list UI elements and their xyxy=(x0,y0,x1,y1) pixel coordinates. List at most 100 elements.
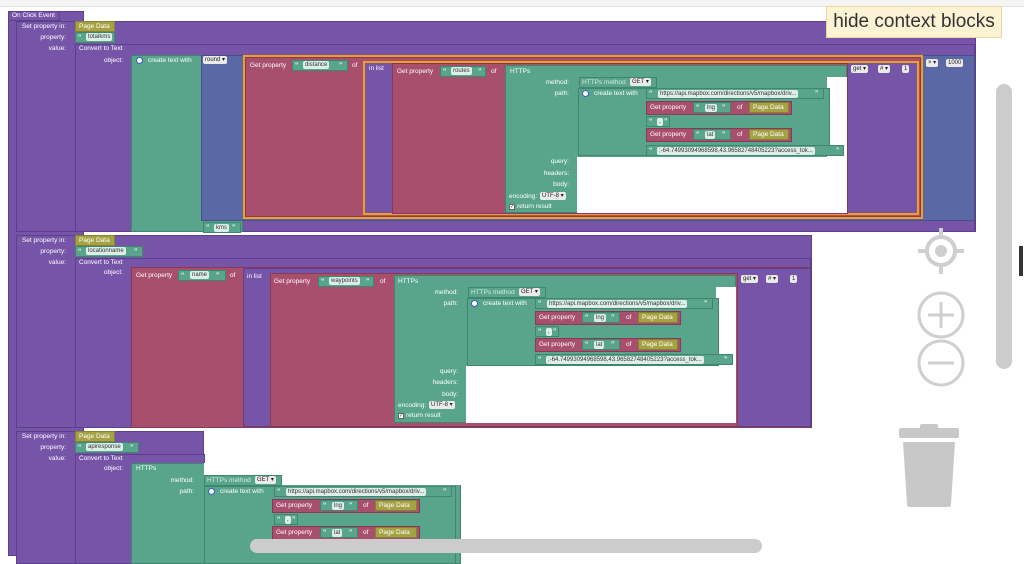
get-dropdown[interactable]: get ▾ xyxy=(741,275,759,283)
gear-icon[interactable] xyxy=(471,300,478,307)
math-operator-dropdown[interactable]: × ▾ xyxy=(926,59,939,67)
gear-icon[interactable] xyxy=(136,57,143,64)
get-dropdown[interactable]: get ▾ xyxy=(851,65,869,73)
query-label: query: xyxy=(439,368,458,375)
page-data-block[interactable] xyxy=(75,21,115,32)
https-block-body xyxy=(466,366,736,423)
method-dropdown[interactable]: GET ▾ xyxy=(630,78,651,86)
of-label: of xyxy=(352,62,358,69)
lng-field[interactable]: lng xyxy=(705,104,718,112)
index-field[interactable]: 1 xyxy=(790,275,798,283)
of-label: of xyxy=(626,314,632,321)
checkbox-icon[interactable]: ✓ xyxy=(509,204,515,210)
encoding-dropdown[interactable]: UTF-8 ▾ xyxy=(540,192,566,200)
coords-text-field[interactable]: ;-64.74993094968598,43.96582748405223?ac… xyxy=(657,147,815,155)
suffix-text-field[interactable]: kms xyxy=(214,224,229,232)
comma-field[interactable]: , xyxy=(546,328,552,336)
of-label: of xyxy=(626,341,632,348)
property-text-field[interactable]: locationname xyxy=(86,247,126,255)
get-key-field[interactable]: name xyxy=(190,271,210,279)
encoding-dropdown[interactable]: UTF-8 ▾ xyxy=(429,401,455,409)
set-property-label: Set property in: xyxy=(21,23,66,30)
get-property-label: Get property xyxy=(136,272,173,279)
set-property-label: Set property in: xyxy=(21,433,66,440)
encoding-label: encoding: xyxy=(398,402,427,409)
property-text-field[interactable]: apiresponse xyxy=(86,443,123,451)
lat-field[interactable]: lat xyxy=(594,341,605,349)
https-block-body xyxy=(577,157,847,213)
get-property-label: Get property xyxy=(539,314,576,321)
hide-context-blocks-button[interactable]: hide context blocks xyxy=(826,6,1002,38)
method-label: method: xyxy=(545,79,570,86)
page-data-label: Page Data xyxy=(79,237,110,244)
gear-icon[interactable] xyxy=(582,90,589,97)
zoom-in-icon[interactable] xyxy=(916,290,966,340)
of-label: of xyxy=(363,502,369,509)
property-label: property: xyxy=(40,444,66,451)
page-data-label: Page Data xyxy=(379,502,410,509)
event-header[interactable] xyxy=(8,11,60,21)
number-field[interactable]: 1000 xyxy=(946,59,964,67)
round-dropdown[interactable]: round ▾ xyxy=(203,56,228,64)
page-data-block[interactable] xyxy=(638,339,678,350)
https-method-block[interactable] xyxy=(579,77,657,88)
https-label: HTTPs xyxy=(510,68,531,75)
page-data-label: Page Data xyxy=(79,433,110,440)
list-key-field[interactable]: routes xyxy=(451,67,472,75)
zoom-out-icon[interactable] xyxy=(916,338,966,388)
create-text-label: create text with xyxy=(594,90,638,97)
method-label: method: xyxy=(434,289,459,296)
page-data-label: Page Data xyxy=(79,23,110,30)
page-data-block[interactable] xyxy=(75,235,115,246)
index-type-dropdown[interactable]: # ▾ xyxy=(878,65,891,73)
create-text-label: create text with xyxy=(148,57,192,64)
coords-text-field[interactable]: ;-64.74993094968598,43.96582748405223?ac… xyxy=(546,356,704,364)
vertical-scrollbar[interactable] xyxy=(996,84,1012,369)
get-key-field[interactable]: distance xyxy=(303,61,330,69)
list-key-field[interactable]: waypoints xyxy=(329,277,360,285)
horizontal-scrollbar[interactable] xyxy=(250,539,762,553)
url-text-field[interactable]: https://api.mapbox.com/directions/v5/map… xyxy=(286,488,427,496)
get-property-label: Get property xyxy=(539,341,576,348)
page-data-block[interactable] xyxy=(749,129,789,140)
comma-field[interactable]: , xyxy=(657,118,663,126)
return-result-label: return result xyxy=(406,412,441,419)
lat-field[interactable]: lat xyxy=(705,131,716,139)
comma-field[interactable]: , xyxy=(285,516,291,524)
lng-field[interactable]: lng xyxy=(594,314,607,322)
create-text-label: create text with xyxy=(220,488,264,495)
page-data-block[interactable] xyxy=(638,312,678,323)
lat-field[interactable]: lat xyxy=(332,529,343,537)
target-icon[interactable] xyxy=(916,226,966,276)
get-property-label: Get property xyxy=(274,278,311,285)
method-dropdown[interactable]: GET ▾ xyxy=(255,476,276,484)
property-text-field[interactable]: totalkms xyxy=(86,33,113,41)
get-property-label: Get property xyxy=(397,68,434,75)
https-label: HTTPs xyxy=(136,465,157,472)
method-dropdown[interactable]: GET ▾ xyxy=(519,288,540,296)
lng-field[interactable]: lng xyxy=(332,502,345,510)
page-data-block[interactable] xyxy=(375,527,417,538)
https-block-body xyxy=(827,77,847,157)
checkbox-icon[interactable]: ✓ xyxy=(398,413,404,419)
page-data-block[interactable] xyxy=(375,500,417,511)
get-property-label: Get property xyxy=(650,104,687,111)
index-field[interactable]: 1 xyxy=(902,65,910,73)
trash-icon[interactable] xyxy=(896,424,962,508)
page-data-block[interactable] xyxy=(749,102,789,113)
headers-label: headers: xyxy=(432,379,458,386)
index-type-dropdown[interactable]: # ▾ xyxy=(766,275,779,283)
return-result-label: return result xyxy=(517,203,552,210)
page-data-block[interactable] xyxy=(75,431,115,442)
of-label: of xyxy=(363,529,369,536)
gear-icon[interactable] xyxy=(208,488,215,495)
encoding-label: encoding: xyxy=(509,193,538,200)
https-method-block[interactable] xyxy=(468,287,546,298)
url-text-field[interactable]: https://api.mapbox.com/directions/v5/map… xyxy=(547,300,688,308)
https-method-block[interactable] xyxy=(204,475,282,486)
url-text-field[interactable]: https://api.mapbox.com/directions/v5/map… xyxy=(658,90,799,98)
property-label: property: xyxy=(40,34,66,41)
resize-handle[interactable] xyxy=(1019,246,1023,276)
convert-label: Convert to Text xyxy=(79,455,123,462)
